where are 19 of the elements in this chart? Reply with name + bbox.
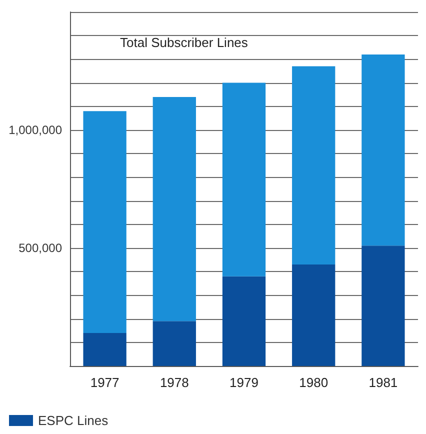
- y-tick-label: 1,000,000: [8, 123, 62, 137]
- y-tick-label: 500,000: [18, 241, 62, 255]
- bar: [292, 66, 336, 265]
- x-tick-label: 1981: [368, 375, 398, 390]
- x-tick-label: 1978: [160, 375, 189, 390]
- bar: [222, 276, 266, 366]
- x-tick-label: 1980: [299, 375, 328, 390]
- bar: [152, 321, 196, 366]
- x-tick-label: 1979: [230, 375, 258, 390]
- x-tick-label: 1977: [90, 375, 120, 390]
- bar: [222, 82, 266, 276]
- bar: [292, 264, 336, 366]
- bar: [362, 54, 405, 246]
- legend-label: ESPC Lines: [38, 413, 109, 428]
- bar: [152, 96, 196, 322]
- bar: [362, 246, 405, 366]
- bar: [83, 111, 126, 333]
- annotation: Total Subscriber Lines: [120, 35, 248, 50]
- bar: [83, 332, 126, 366]
